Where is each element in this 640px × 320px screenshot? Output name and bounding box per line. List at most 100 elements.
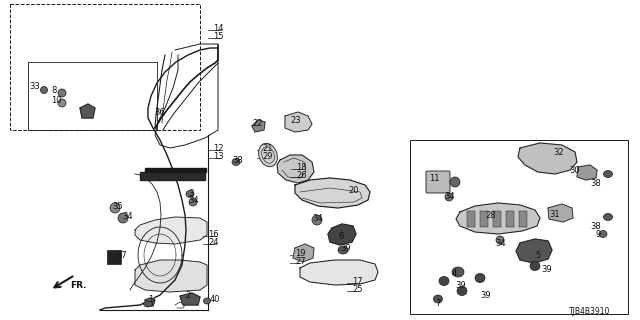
Ellipse shape — [143, 301, 152, 307]
Text: 17: 17 — [352, 276, 363, 285]
Text: 21: 21 — [262, 143, 273, 153]
Text: 37: 37 — [116, 251, 127, 260]
Ellipse shape — [439, 276, 449, 285]
Text: 8: 8 — [51, 85, 56, 94]
Text: 9: 9 — [596, 229, 601, 238]
Text: 6: 6 — [338, 231, 344, 241]
Ellipse shape — [475, 274, 485, 283]
Polygon shape — [80, 104, 95, 118]
Polygon shape — [252, 120, 265, 132]
Polygon shape — [577, 165, 597, 180]
Text: 38: 38 — [590, 221, 601, 230]
Bar — [107, 250, 121, 264]
Text: 34: 34 — [444, 191, 454, 201]
Polygon shape — [456, 203, 540, 234]
Text: 32: 32 — [553, 148, 564, 156]
Polygon shape — [300, 260, 378, 285]
Text: 22: 22 — [252, 118, 262, 127]
Text: 38: 38 — [590, 179, 601, 188]
Ellipse shape — [599, 230, 607, 237]
Text: 39: 39 — [541, 265, 552, 274]
Bar — [480, 211, 488, 227]
Text: 20: 20 — [348, 186, 358, 195]
Text: 10: 10 — [51, 95, 61, 105]
Circle shape — [40, 86, 47, 93]
Bar — [493, 211, 501, 227]
Text: 24: 24 — [208, 237, 218, 246]
Text: 23: 23 — [290, 116, 301, 124]
Bar — [28, 62, 157, 130]
Text: 27: 27 — [295, 257, 306, 266]
Ellipse shape — [338, 246, 348, 254]
Text: 36: 36 — [154, 108, 164, 116]
Circle shape — [445, 193, 453, 201]
Text: 2: 2 — [185, 292, 190, 300]
Text: 18: 18 — [296, 163, 307, 172]
Ellipse shape — [604, 213, 612, 220]
Text: 33: 33 — [29, 82, 40, 91]
Text: 34: 34 — [312, 213, 323, 222]
Circle shape — [118, 213, 128, 223]
Text: 28: 28 — [485, 211, 495, 220]
Circle shape — [110, 203, 120, 213]
Text: 38: 38 — [232, 156, 243, 164]
Circle shape — [312, 215, 322, 225]
Ellipse shape — [232, 158, 240, 165]
Polygon shape — [516, 239, 552, 263]
Polygon shape — [277, 155, 314, 183]
Circle shape — [58, 89, 66, 97]
Text: 25: 25 — [352, 284, 362, 293]
Polygon shape — [145, 168, 206, 172]
Text: 12: 12 — [213, 143, 223, 153]
Text: 26: 26 — [296, 171, 307, 180]
Text: 29: 29 — [262, 151, 273, 161]
Polygon shape — [285, 112, 312, 132]
Text: 11: 11 — [429, 173, 440, 182]
Text: 39: 39 — [480, 291, 491, 300]
Polygon shape — [140, 172, 205, 180]
Polygon shape — [328, 224, 356, 245]
Polygon shape — [293, 244, 314, 262]
Text: 4: 4 — [452, 269, 457, 278]
Text: 39: 39 — [455, 281, 466, 290]
Polygon shape — [135, 260, 207, 292]
Bar — [506, 211, 514, 227]
Text: 34: 34 — [495, 238, 506, 247]
Text: 3: 3 — [188, 188, 193, 197]
Ellipse shape — [604, 171, 612, 178]
Bar — [519, 211, 527, 227]
Text: 14: 14 — [213, 23, 223, 33]
Text: 40: 40 — [210, 295, 221, 305]
Text: 5: 5 — [535, 251, 540, 260]
Ellipse shape — [433, 295, 442, 303]
Text: 7: 7 — [435, 299, 440, 308]
Ellipse shape — [204, 298, 211, 304]
Text: 34: 34 — [122, 212, 132, 220]
FancyBboxPatch shape — [426, 171, 450, 193]
Polygon shape — [295, 178, 370, 208]
Circle shape — [189, 198, 197, 206]
Polygon shape — [518, 143, 577, 174]
Text: 1: 1 — [148, 295, 153, 305]
Text: 16: 16 — [208, 229, 219, 238]
Polygon shape — [180, 293, 200, 305]
Circle shape — [496, 236, 504, 244]
Bar — [10, 4, 200, 130]
Ellipse shape — [457, 286, 467, 295]
Polygon shape — [145, 298, 155, 306]
Text: 13: 13 — [213, 151, 223, 161]
Bar — [467, 211, 475, 227]
Bar — [410, 140, 628, 314]
Circle shape — [58, 99, 66, 107]
Ellipse shape — [259, 143, 277, 167]
Text: 31: 31 — [549, 210, 559, 219]
Text: 34: 34 — [188, 196, 198, 204]
Text: 39: 39 — [340, 244, 351, 252]
Text: 30: 30 — [569, 165, 580, 174]
Text: 15: 15 — [213, 31, 223, 41]
Circle shape — [450, 177, 460, 187]
Text: TJB4B3910: TJB4B3910 — [570, 308, 611, 316]
Polygon shape — [135, 217, 207, 244]
Text: FR.: FR. — [70, 281, 86, 290]
Ellipse shape — [186, 190, 194, 197]
